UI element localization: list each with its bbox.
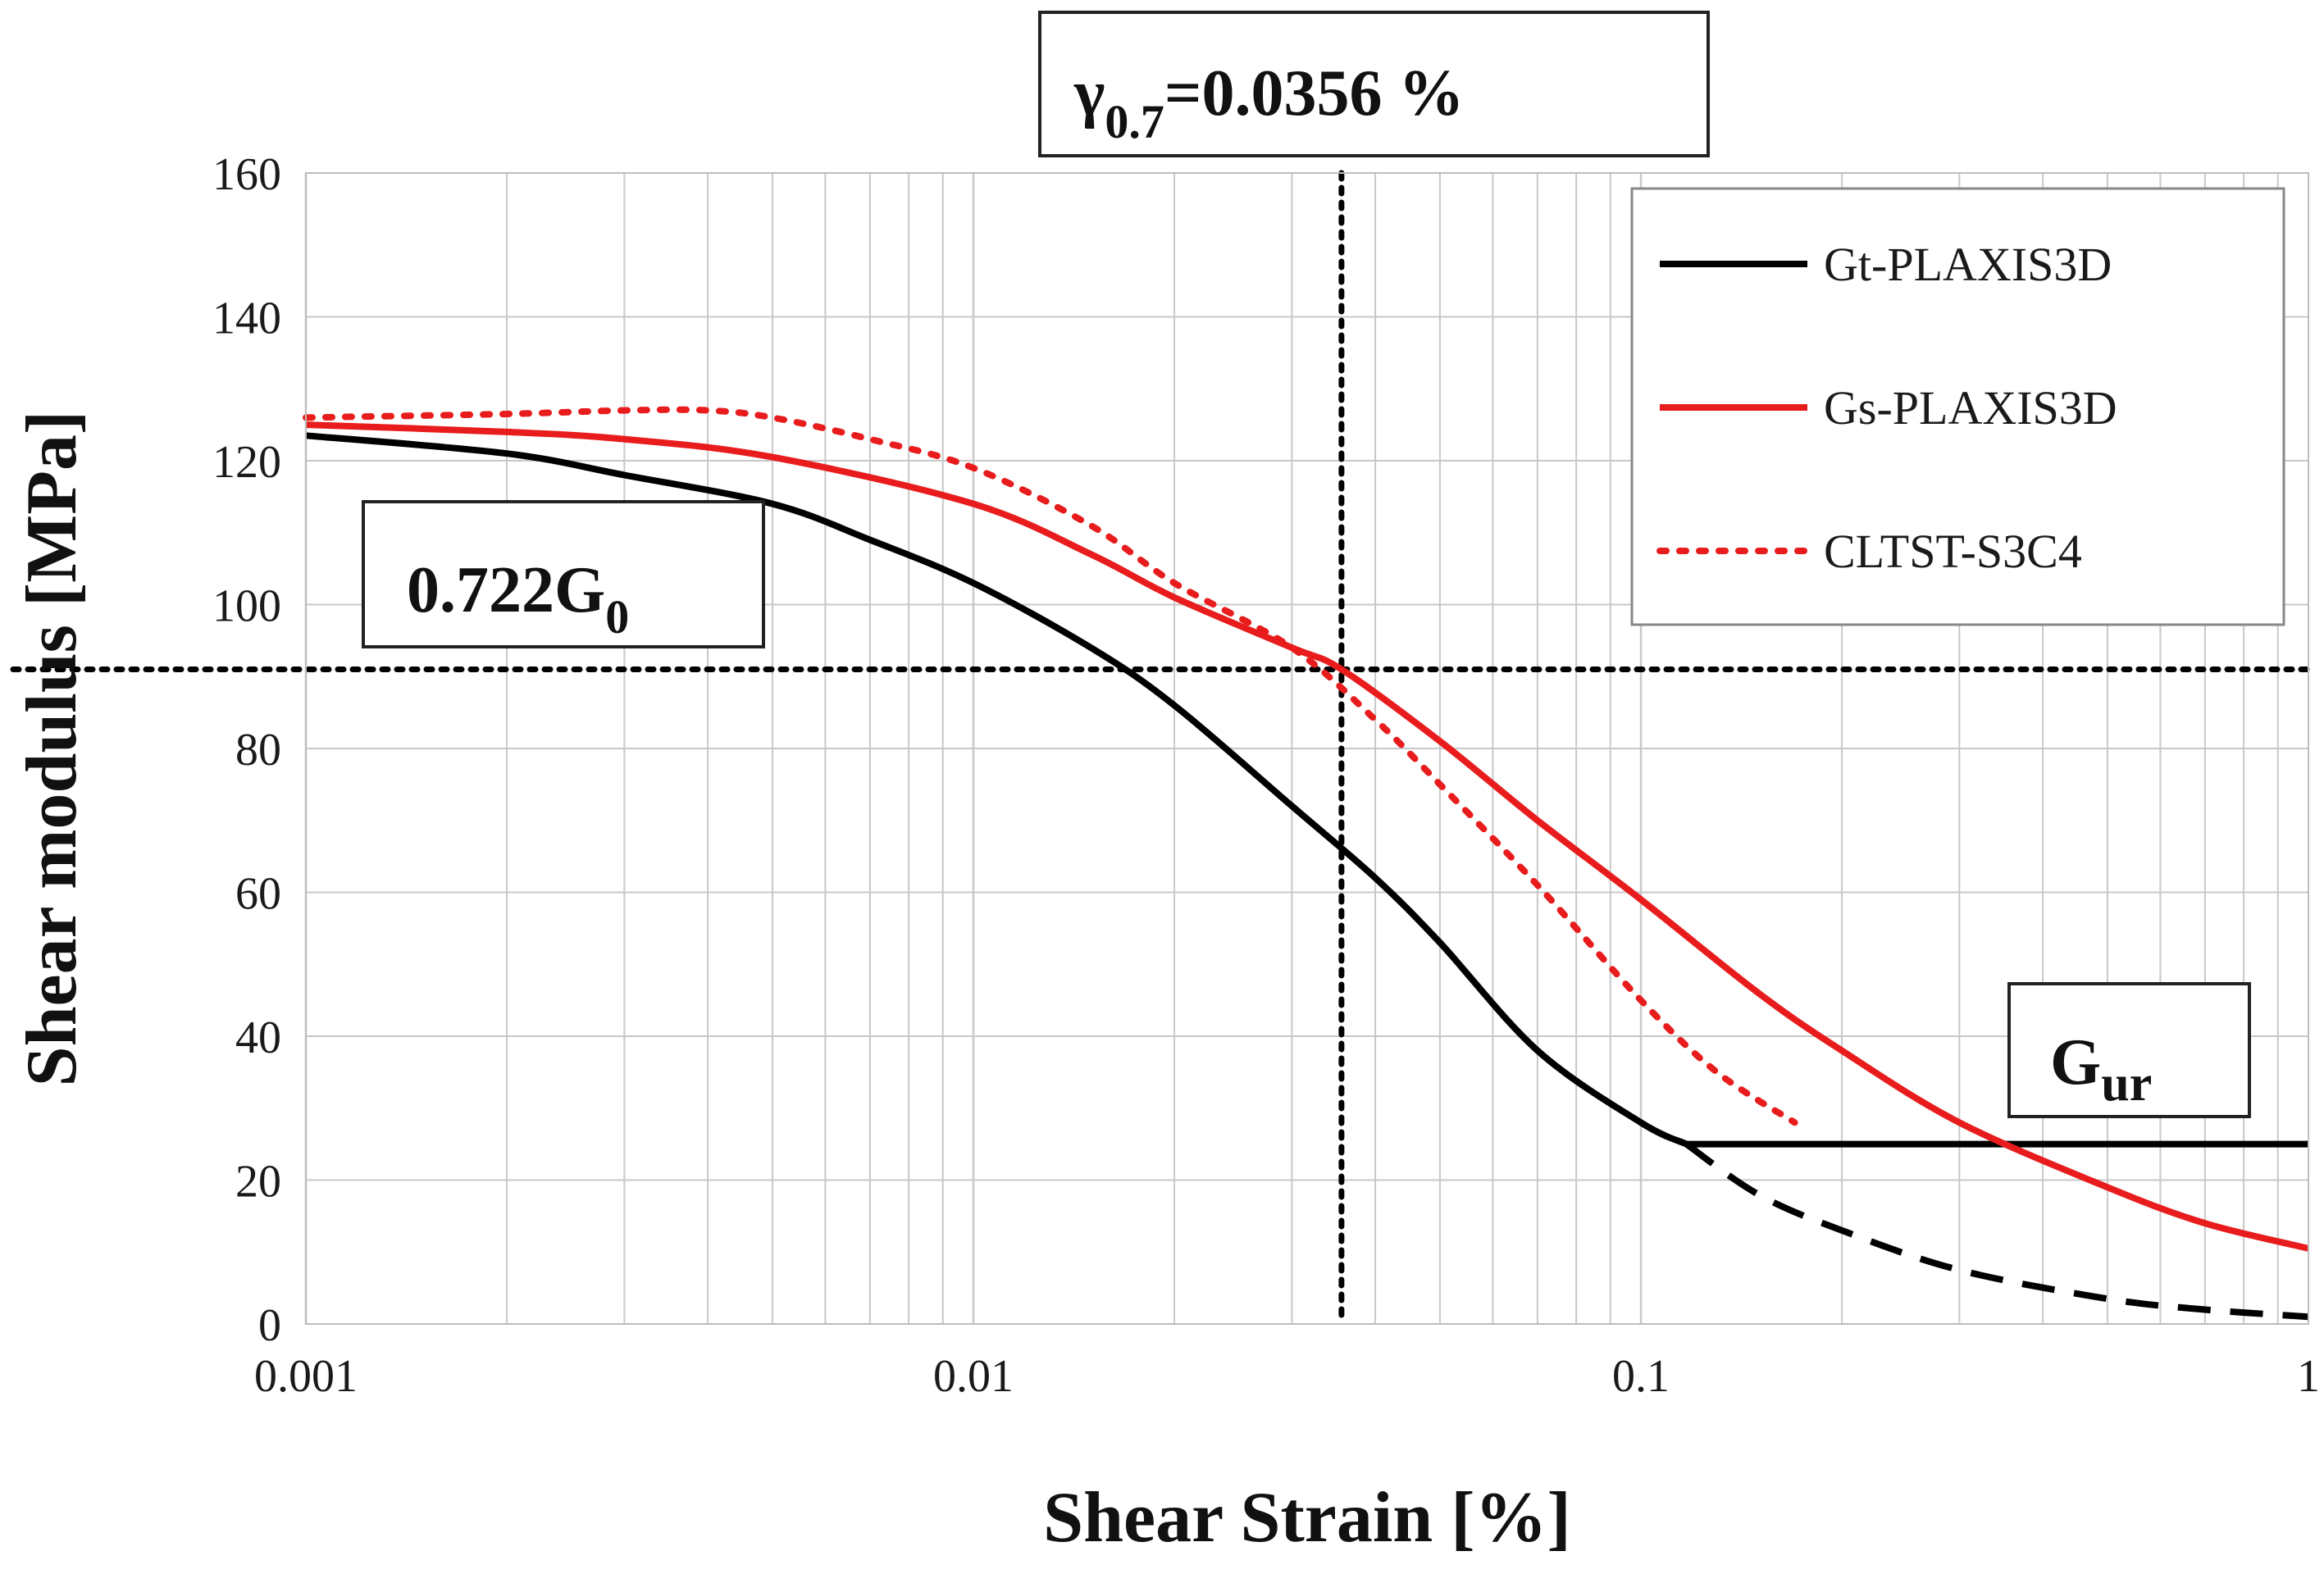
y-tick-label: 20 (235, 1157, 281, 1208)
reference-lines (10, 170, 2312, 1327)
y-tick-label: 40 (235, 1012, 281, 1063)
annotation-box-gur (2007, 982, 2251, 1118)
x-tick-label: 0.001 (254, 1351, 358, 1402)
x-tick-label: 0.1 (1612, 1351, 1670, 1402)
x-tick-label: 0.01 (933, 1351, 1014, 1402)
annotation-text-gur: Gur (2050, 1026, 2152, 1112)
series-line-cltst-s3c4 (303, 406, 1798, 1126)
y-tick-label: 60 (235, 869, 281, 920)
legend: Gt-PLAXIS3D Gs-PLAXIS3D CLTST-S3C4 (1630, 187, 2285, 626)
y-axis-title: Shear modulus [MPa] (12, 411, 92, 1087)
x-axis-title: Shear Strain [%] (1043, 1478, 1571, 1558)
legend-label: CLTST-S3C4 (1824, 525, 2082, 578)
plot-frame (305, 172, 2309, 1325)
y-tick-label: 80 (235, 725, 281, 776)
annotations: γ0.7=0.0356 % 0.722G0 Gur (362, 11, 2251, 1118)
legend-label: Gt-PLAXIS3D (1824, 238, 2112, 291)
y-tick-label: 100 (212, 581, 281, 632)
annotation-box-gamma (1038, 11, 1710, 157)
series-lines (303, 406, 2309, 1321)
x-tick-label: 1 (2297, 1351, 2320, 1402)
annotation-text-gamma: γ0.7=0.0356 % (1073, 57, 1465, 148)
series-line-gt-plaxis3d (305, 432, 1688, 1148)
annotation-text-g0: 0.722G0 (407, 554, 629, 644)
tick-labels: 0 20 40 60 80 100 120 140 160 0.001 0.01 0.1 1 (212, 149, 2320, 1402)
y-tick-label: 0 (258, 1300, 281, 1351)
series-line-gt-plaxis3d-below-gur (1684, 1141, 2309, 1321)
annotation-box-g0 (362, 500, 765, 648)
series-line-gs-plaxis3d (305, 421, 2309, 1252)
legend-label: Gs-PLAXIS3D (1824, 381, 2117, 434)
y-tick-label: 140 (212, 293, 281, 344)
y-tick-label: 120 (212, 437, 281, 488)
y-tick-label: 160 (212, 149, 281, 200)
